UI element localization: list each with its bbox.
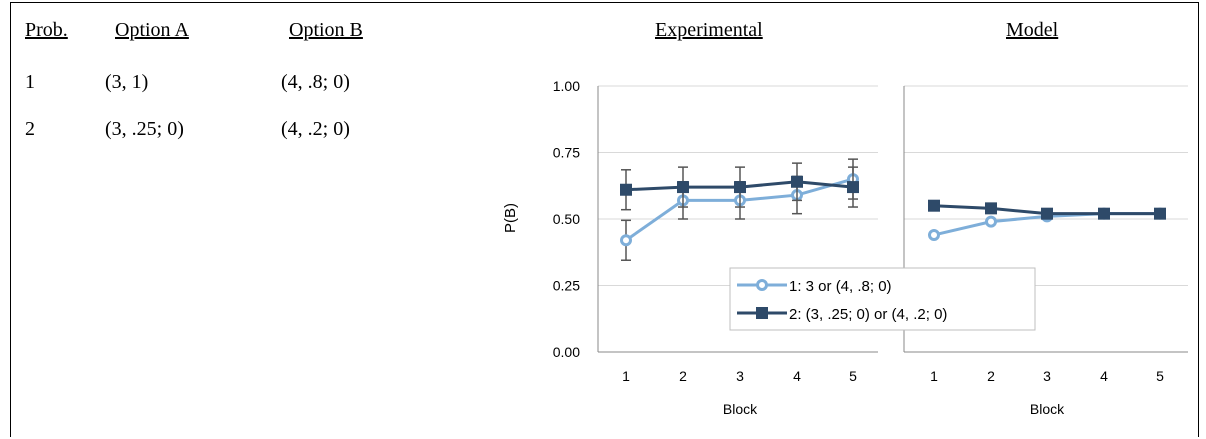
- panel-title-experimental: Experimental: [655, 19, 763, 41]
- data-point-square: [928, 199, 940, 212]
- y-axis-label: P(B): [502, 203, 519, 233]
- data-point-circle: [756, 279, 768, 291]
- legend-label: 1: 3 or (4, .8; 0): [789, 278, 892, 295]
- data-point-square: [756, 307, 768, 319]
- data-point-square: [734, 181, 746, 194]
- x-axis-label-experimental: Block: [723, 401, 758, 417]
- data-point-circle: [620, 234, 632, 247]
- figure-frame: [10, 2, 1199, 437]
- y-tick-label: 0.75: [553, 145, 580, 161]
- data-point-square: [1154, 207, 1166, 220]
- header-prob: Prob.: [25, 19, 68, 41]
- legend-box: [729, 267, 1036, 331]
- panel-title-model: Model: [1006, 19, 1059, 41]
- data-point-square: [620, 183, 632, 196]
- header-option-a: Option A: [115, 19, 189, 41]
- data-point-square: [847, 181, 859, 194]
- data-point-square: [1098, 207, 1110, 220]
- x-tick-label: 3: [1043, 368, 1051, 384]
- y-tick-label: 0.25: [553, 278, 580, 294]
- y-tick-label: 0.00: [553, 344, 580, 360]
- data-point-square: [1041, 207, 1053, 220]
- data-point-square: [677, 181, 689, 194]
- y-tick-label: 0.50: [553, 211, 580, 227]
- row-1-prob: 1: [25, 71, 35, 93]
- row-1-option-b: (4, .8; 0): [281, 71, 350, 93]
- x-tick-label: 5: [849, 368, 857, 384]
- y-tick-label: 1.00: [553, 78, 580, 94]
- data-point-square: [791, 175, 803, 188]
- legend-label: 2: (3, .25; 0) or (4, .2; 0): [789, 306, 947, 323]
- x-tick-label: 4: [793, 368, 801, 384]
- x-tick-label: 3: [736, 368, 744, 384]
- x-tick-label: 1: [930, 368, 938, 384]
- x-tick-label: 2: [679, 368, 687, 384]
- x-tick-label: 1: [622, 368, 630, 384]
- x-tick-label: 2: [987, 368, 995, 384]
- x-axis-label-model: Block: [1030, 401, 1065, 417]
- data-point-circle: [928, 228, 940, 241]
- data-point-square: [985, 202, 997, 215]
- data-point-circle: [985, 215, 997, 228]
- header-option-b: Option B: [289, 19, 363, 41]
- x-tick-label: 5: [1156, 368, 1164, 384]
- row-1-option-a: (3, 1): [105, 71, 149, 93]
- row-2-option-a: (3, .25; 0): [105, 118, 184, 140]
- row-2-option-b: (4, .2; 0): [281, 118, 350, 140]
- x-tick-label: 4: [1100, 368, 1108, 384]
- row-2-prob: 2: [25, 118, 35, 140]
